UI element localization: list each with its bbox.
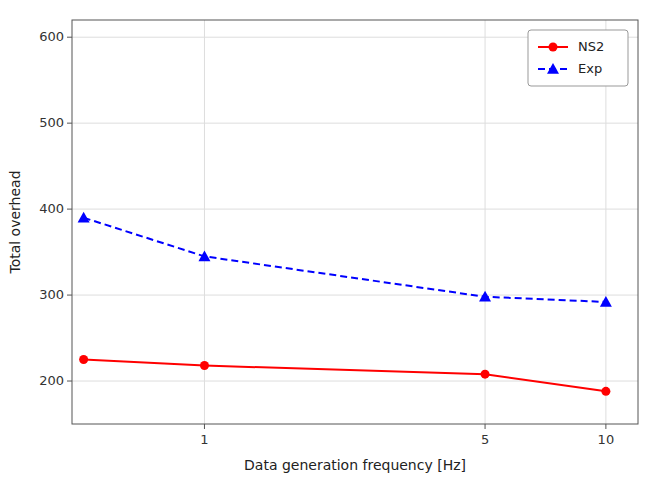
tick-label: 10 (598, 432, 615, 447)
point (78, 212, 90, 223)
point (198, 250, 210, 261)
tick-mark (67, 381, 72, 382)
tick-mark (67, 295, 72, 296)
axes: 200 300 400 500 600 1 5 10 (39, 20, 638, 447)
tick-label: 400 (39, 201, 64, 216)
tick-mark (67, 209, 72, 210)
point (601, 387, 610, 396)
tick-mark (204, 424, 205, 429)
point (479, 291, 491, 302)
tick-mark (67, 123, 72, 124)
line (84, 360, 606, 392)
point (79, 355, 88, 364)
tick-label: 1 (200, 432, 208, 447)
data-area (78, 212, 612, 396)
legend-box (528, 30, 628, 86)
grid-line (72, 123, 638, 124)
x-axis-label: Data generation frequency [Hz] (244, 457, 466, 473)
tick-label: 500 (39, 115, 64, 130)
legend-label: Exp (578, 61, 602, 76)
point (200, 361, 209, 370)
legend: NS2 Exp (528, 30, 628, 86)
plot-frame (72, 20, 638, 424)
tick-mark (605, 424, 606, 429)
series (79, 355, 610, 396)
legend-label: NS2 (578, 39, 604, 54)
line (84, 218, 606, 302)
legend-marker (549, 43, 558, 52)
y-axis-label: Total overhead (7, 170, 23, 274)
grid-line (72, 295, 638, 296)
chart: 200 300 400 500 600 1 5 10 Data generation frequ… (0, 0, 660, 486)
tick-label: 600 (39, 29, 64, 44)
point (600, 296, 612, 307)
grid-line (72, 381, 638, 382)
plot-area (72, 20, 638, 424)
grid-line (485, 20, 486, 424)
series (78, 212, 612, 307)
tick-mark (67, 37, 72, 38)
tick-label: 200 (39, 373, 64, 388)
point (481, 370, 490, 379)
grid-line (72, 209, 638, 210)
grid (72, 20, 638, 424)
legend-marker (547, 63, 559, 74)
tick-label: 5 (481, 432, 489, 447)
tick-label: 300 (39, 287, 64, 302)
tick-mark (485, 424, 486, 429)
